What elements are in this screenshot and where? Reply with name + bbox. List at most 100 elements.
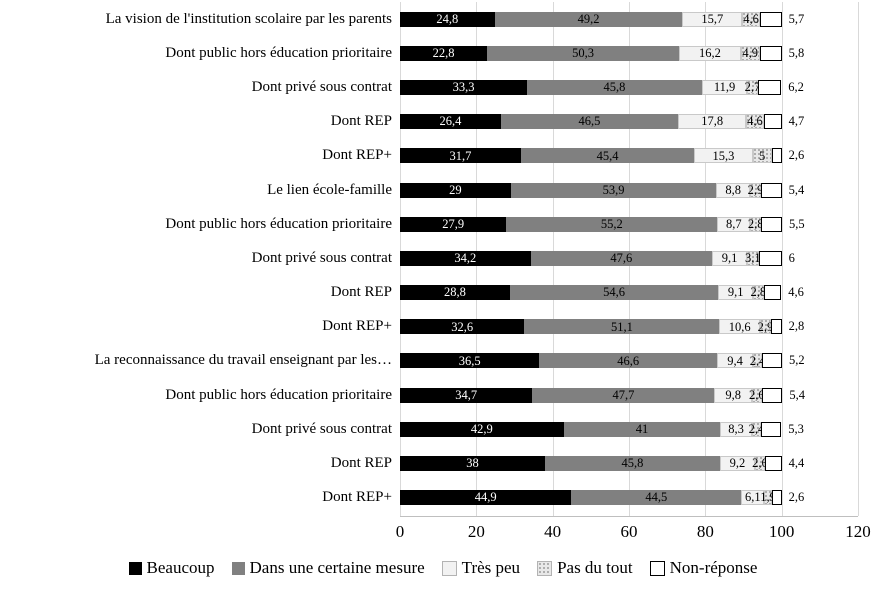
- chart-row: Dont public hors éducation prioritaire 27…: [0, 207, 886, 241]
- non-reponse-value-label: 4,7: [788, 114, 805, 129]
- bar-segment-non-reponse: [759, 45, 782, 61]
- bar-segment-pas-du-tout: 3,1: [745, 250, 761, 266]
- chart-row: Dont privé sous contrat 34,2 47,6 9,1 3,1 6: [0, 241, 886, 275]
- bar-segment-dans-une-certaine-mesure: 49,2: [494, 11, 683, 27]
- segment-value-label: 34,7: [455, 387, 478, 402]
- segment-value-label: 31,7: [449, 148, 472, 163]
- bar-segment-pas-du-tout: 2,8: [747, 216, 764, 232]
- segment-value-label: 42,9: [470, 422, 493, 437]
- segment-value-label: 50,3: [572, 46, 594, 61]
- segment-value-label: 17,8: [701, 114, 724, 129]
- non-reponse-value-label: 5,7: [788, 11, 805, 26]
- chart-row: Le lien école-famille 29 53,9 8,8 2,9 5,4: [0, 173, 886, 207]
- segment-value-label: 9,4: [727, 353, 743, 368]
- chart-row: Dont public hors éducation prioritaire 22…: [0, 36, 886, 70]
- segment-value-label: 2,8: [747, 216, 764, 231]
- bar-segment-dans-une-certaine-mesure: 53,9: [510, 182, 717, 198]
- segment-value-label: 16,2: [698, 46, 721, 61]
- segment-value-label: 47,6: [610, 251, 633, 266]
- category-label: Dont REP+: [322, 318, 392, 335]
- bar-segment-beaucoup: 36,5: [400, 353, 540, 369]
- x-axis-tick-label: 80: [696, 522, 714, 541]
- bar-segment-tres-peu: 8,7: [717, 216, 751, 232]
- x-axis-tick-label: 120: [845, 522, 871, 541]
- segment-value-label: 5: [759, 148, 766, 163]
- chart-row: Dont public hors éducation prioritaire 34…: [0, 378, 886, 412]
- legend-item-non-reponse: Non-réponse: [649, 558, 757, 578]
- bar-segment-pas-du-tout: 2,6: [752, 456, 768, 472]
- segment-value-label: 9,1: [727, 285, 744, 300]
- bar-segment-tres-peu: 9,1: [718, 285, 753, 301]
- segment-value-label: 8,8: [725, 182, 741, 197]
- chart-row: Dont privé sous contrat 33,3 45,8 11,9 2,7 6,…: [0, 70, 886, 104]
- segment-value-label: 34,2: [454, 251, 477, 266]
- non-reponse-value-label: 6: [788, 250, 795, 265]
- stacked-bar: 26,4 46,5 17,8 4,6 4,7: [400, 114, 858, 130]
- legend: Beaucoup Dans une certaine mesure Très p…: [0, 558, 886, 578]
- bar-segment-pas-du-tout: 2,9: [757, 319, 774, 335]
- segment-value-label: 55,2: [600, 216, 623, 231]
- bar-segment-dans-une-certaine-mesure: 45,4: [520, 148, 695, 164]
- stacked-bar: 38 45,8 9,2 2,6 4,4: [400, 456, 858, 472]
- bar-segment-dans-une-certaine-mesure: 45,8: [545, 456, 720, 472]
- stacked-bar: 32,6 51,1 10,6 2,9 2,8: [400, 319, 858, 335]
- segment-value-label: 8,3: [728, 422, 744, 437]
- bar-segment-dans-une-certaine-mesure: 44,5: [571, 490, 742, 506]
- bar-segment-beaucoup: 22,8: [400, 45, 488, 61]
- x-axis-tick-label: 100: [768, 522, 795, 541]
- bar-segment-beaucoup: 27,9: [400, 216, 507, 232]
- bar-segment-non-reponse: [771, 148, 782, 164]
- segment-value-label: 2,9: [747, 182, 764, 197]
- bar-segment-non-reponse: [761, 421, 782, 437]
- chart-row: Dont privé sous contrat 42,9 41 8,3 2,4 5,3: [0, 412, 886, 446]
- bar-segment-non-reponse: [761, 182, 782, 198]
- x-axis-tick-label: 60: [620, 522, 638, 541]
- category-label: Dont public hors éducation prioritaire: [165, 215, 392, 232]
- legend-label-pas-du-tout: Pas du tout: [557, 558, 633, 577]
- category-label: Dont privé sous contrat: [251, 78, 392, 95]
- legend-item-tres-peu: Très peu: [441, 558, 520, 578]
- category-label: La vision de l'institution scolaire par …: [105, 10, 392, 27]
- non-reponse-value-label: 5,2: [789, 353, 805, 368]
- segment-value-label: 41: [635, 422, 649, 437]
- segment-value-label: 2,4: [748, 422, 765, 437]
- stacked-bar: 24,8 49,2 15,7 4,6 5,7: [400, 11, 858, 27]
- non-reponse-value-label: 5,4: [789, 387, 806, 402]
- bar-segment-tres-peu: 17,8: [678, 114, 747, 130]
- legend-item-beaucoup: Beaucoup: [128, 558, 215, 578]
- bar-segment-beaucoup: 34,2: [400, 250, 531, 266]
- bar-segment-tres-peu: 10,6: [719, 319, 760, 335]
- non-reponse-value-label: 6,2: [788, 79, 804, 94]
- x-axis-tick-label: 20: [467, 522, 485, 541]
- non-reponse-value-label: 2,6: [788, 148, 805, 163]
- segment-value-label: 49,2: [577, 11, 600, 26]
- x-axis-tick-label: 40: [544, 522, 562, 541]
- segment-value-label: 3,1: [745, 251, 761, 266]
- bar-segment-non-reponse: [764, 456, 782, 472]
- x-axis-tick-label: 0: [395, 522, 405, 541]
- bar-segment-non-reponse: [757, 79, 782, 95]
- segment-value-label: 33,3: [452, 80, 475, 95]
- bar-segment-dans-une-certaine-mesure: 47,6: [530, 250, 713, 266]
- bar-segment-beaucoup: 33,3: [400, 79, 528, 95]
- segment-value-label: 45,4: [596, 148, 619, 163]
- legend-swatch-pas-du-tout-icon: [537, 560, 553, 576]
- bar-segment-beaucoup: 32,6: [400, 319, 525, 335]
- stacked-bar: 33,3 45,8 11,9 2,7 6,2: [400, 79, 858, 95]
- bar-segment-tres-peu: 6,1: [741, 490, 765, 506]
- bar-segment-dans-une-certaine-mesure: 50,3: [487, 45, 679, 61]
- segment-value-label: 45,8: [621, 456, 644, 471]
- segment-value-label: 8,7: [725, 216, 742, 231]
- chart-row: Dont REP+ 44,9 44,5 6,1 1,9 2,6: [0, 481, 886, 515]
- bar-segment-tres-peu: 9,8: [714, 387, 752, 403]
- bar-segment-dans-une-certaine-mesure: 51,1: [524, 319, 720, 335]
- stacked-bar: 44,9 44,5 6,1 1,9 2,6: [400, 490, 858, 506]
- segment-value-label: 2,7: [744, 80, 761, 95]
- bar-segment-dans-une-certaine-mesure: 46,6: [539, 353, 718, 369]
- segment-value-label: 51,1: [611, 319, 633, 334]
- non-reponse-value-label: 2,6: [788, 490, 805, 505]
- segment-value-label: 4,6: [747, 114, 763, 129]
- x-axis: 0 20 40 60 80 100 120: [396, 522, 871, 546]
- segment-value-label: 2,9: [757, 319, 774, 334]
